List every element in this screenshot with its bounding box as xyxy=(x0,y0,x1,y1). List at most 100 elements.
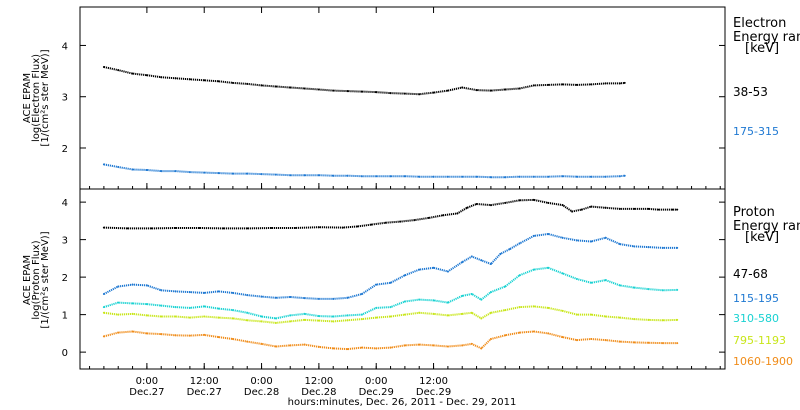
proton-series-0-point-27 xyxy=(571,210,574,213)
proton-series-3-point-25 xyxy=(461,312,464,315)
proton-series-1-point-4 xyxy=(160,289,163,292)
proton-series-1-point-17 xyxy=(346,296,349,299)
proton-series-2-point-17 xyxy=(346,314,349,317)
electron-series-0-point-20 xyxy=(389,92,392,95)
proton-series-0-point-0 xyxy=(102,226,105,229)
proton-series-3-point-10 xyxy=(246,319,249,322)
proton-series-1-point-9 xyxy=(231,291,234,294)
electron-ytick-label-4: 4 xyxy=(62,41,68,52)
electron-series-1-point-37 xyxy=(623,174,626,177)
electron-ylabel: ACE EPAM log(Electron Flux) [1/(cm²s ste… xyxy=(22,49,51,146)
proton-series-1-point-13 xyxy=(289,296,292,298)
electron-series-1-point-5 xyxy=(174,170,177,173)
proton-series-1-point-30 xyxy=(509,248,511,250)
electron-legend-title-2: Energy ran xyxy=(733,30,800,45)
electron-series-0-point-6 xyxy=(188,78,191,81)
proton-series-4-point-27 xyxy=(480,347,483,350)
proton-series-4-point-17 xyxy=(346,348,349,351)
proton-series-0-point-13 xyxy=(384,221,387,224)
proton-series-3-point-17 xyxy=(346,319,349,322)
proton-series-0-point-4 xyxy=(198,227,201,229)
proton-series-3-point-33 xyxy=(561,309,564,312)
electron-legend-entry-1: 175-315 xyxy=(733,125,779,138)
proton-series-1-line xyxy=(103,233,678,300)
proton-series-1-point-22 xyxy=(418,268,421,271)
proton-series-4-point-33 xyxy=(561,336,564,339)
proton-series-3-point-31 xyxy=(532,305,535,308)
proton-series-3-point-15 xyxy=(317,319,320,322)
electron-series-1-point-21 xyxy=(403,175,406,178)
xtick-time-5: 12:00 xyxy=(419,376,448,387)
electron-series-0-point-26 xyxy=(475,89,478,92)
proton-series-3-point-38 xyxy=(633,318,636,321)
proton-series-2-point-15 xyxy=(317,315,320,318)
electron-series-0-point-0 xyxy=(102,66,105,68)
proton-series-2-point-29 xyxy=(504,285,507,288)
electron-series-0-point-7 xyxy=(203,79,206,82)
proton-legend-title-3: [keV] xyxy=(745,230,779,245)
proton-series-4-point-9 xyxy=(231,338,234,340)
proton-series-3-point-0 xyxy=(102,311,105,314)
electron-series-0-point-15 xyxy=(317,88,320,91)
proton-series-1-point-1 xyxy=(117,285,120,288)
electron-series-0-point-19 xyxy=(375,91,378,94)
electron-series-1-point-20 xyxy=(389,175,392,178)
electron-series-0-point-21 xyxy=(403,92,406,95)
proton-series-2-point-13 xyxy=(289,314,292,317)
electron-series-1-point-28 xyxy=(504,176,507,179)
electron-series-0-point-34 xyxy=(590,83,593,86)
electron-series-0-point-14 xyxy=(303,87,306,90)
proton-series-1-point-26 xyxy=(470,255,473,258)
proton-series-3-point-40 xyxy=(661,319,664,322)
proton-series-3-point-2 xyxy=(131,312,134,315)
electron-ytick-label-2: 2 xyxy=(62,144,68,155)
proton-legend-title-1: Proton xyxy=(733,205,775,220)
electron-series-1-point-16 xyxy=(332,174,335,177)
proton-series-0-point-1 xyxy=(126,227,129,230)
proton-series-0-point-8 xyxy=(294,227,296,229)
electron-series-1-point-17 xyxy=(346,174,349,177)
electron-series-1-point-18 xyxy=(360,175,363,178)
proton-series-0-point-31 xyxy=(618,207,621,210)
proton-series-4-point-1 xyxy=(117,331,120,334)
electron-series-group xyxy=(102,66,626,179)
electron-series-1-point-14 xyxy=(303,174,306,177)
proton-series-1-point-10 xyxy=(246,294,249,297)
electron-series-1-point-0 xyxy=(102,163,105,166)
xtick-time-3: 12:00 xyxy=(304,376,333,387)
proton-series-2-point-10 xyxy=(246,311,249,314)
electron-series-0-point-22 xyxy=(418,93,421,96)
proton-series-3-point-37 xyxy=(618,316,621,319)
electron-series-1-point-11 xyxy=(260,173,263,176)
proton-legend-entry-3: 795-1193 xyxy=(733,334,786,347)
proton-series-2-point-8 xyxy=(217,307,220,310)
electron-series-0-point-12 xyxy=(274,85,277,88)
proton-series-0-point-30 xyxy=(604,206,607,209)
proton-series-4-point-20 xyxy=(389,346,392,349)
proton-ylabel-line1: ACE EPAM xyxy=(22,255,33,305)
proton-series-0-point-34 xyxy=(657,208,660,211)
proton-series-4-point-8 xyxy=(217,336,220,339)
proton-series-2-point-20 xyxy=(389,306,392,309)
electron-series-0-point-10 xyxy=(246,82,249,85)
proton-series-2-point-3 xyxy=(145,303,148,306)
proton-series-4-point-14 xyxy=(303,343,306,346)
electron-series-1-point-25 xyxy=(461,175,464,178)
electron-series-1-point-13 xyxy=(289,174,292,177)
proton-series-3-point-12 xyxy=(274,321,277,324)
electron-series-1-line xyxy=(103,163,625,179)
proton-series-4-point-25 xyxy=(461,344,464,347)
electron-series-0-point-35 xyxy=(604,82,607,85)
proton-series-4-line xyxy=(103,330,678,351)
proton-series-4-point-28 xyxy=(489,338,492,340)
electron-series-1-point-4 xyxy=(160,170,163,173)
proton-series-3-point-19 xyxy=(375,316,378,319)
proton-ytick-label-1: 1 xyxy=(62,311,68,322)
proton-series-3-point-11 xyxy=(260,320,263,323)
proton-series-2-point-32 xyxy=(547,266,550,269)
proton-series-3-point-14 xyxy=(303,318,306,321)
proton-series-1-point-7 xyxy=(203,291,206,294)
proton-panel-frame xyxy=(79,188,726,370)
proton-series-2-point-38 xyxy=(633,286,636,289)
